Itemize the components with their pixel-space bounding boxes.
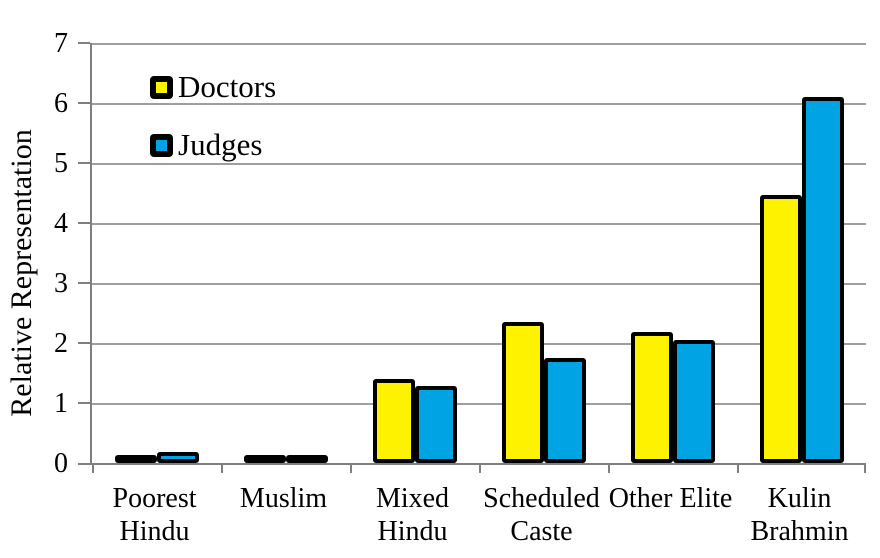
legend: Doctors Judges xyxy=(150,65,276,181)
y-tick-label-1: 1 xyxy=(54,388,68,419)
legend-label-judges: Judges xyxy=(178,127,263,162)
y-tick-label-7: 7 xyxy=(54,28,68,59)
y-tick-label-3: 3 xyxy=(54,268,68,299)
category-label-line: Brahmin xyxy=(750,516,849,547)
category-label-line: Scheduled xyxy=(483,483,600,514)
category-label-other-elite: Other Elite xyxy=(606,482,735,515)
y-tick-label-5: 5 xyxy=(54,148,68,179)
y-tick-label-6: 6 xyxy=(54,88,68,119)
category-label-line: Muslim xyxy=(239,483,328,514)
x-tick-3 xyxy=(479,463,481,473)
category-group-muslim xyxy=(221,43,350,463)
category-label-line: Mixed xyxy=(375,483,450,514)
category-label-mixed-hindu: Mixed Hindu xyxy=(348,482,477,548)
x-tick-2 xyxy=(350,463,352,473)
y-tick-5 xyxy=(78,162,90,164)
category-group-mixed-hindu xyxy=(350,43,479,463)
category-label-line: Poorest xyxy=(112,483,197,514)
bar-judges-muslim xyxy=(286,455,328,463)
y-tick-7 xyxy=(78,42,90,44)
x-tick-0 xyxy=(92,463,94,473)
y-tick-label-0: 0 xyxy=(54,448,68,479)
category-label-line: Hindu xyxy=(119,516,190,547)
category-label-line: Caste xyxy=(510,516,573,547)
y-tick-1 xyxy=(78,402,90,404)
doctors-swatch-icon xyxy=(150,75,173,99)
judges-swatch-color xyxy=(156,139,167,151)
y-tick-2 xyxy=(78,342,90,344)
y-tick-6 xyxy=(78,102,90,104)
bar-doctors-kulin-brahmin xyxy=(760,195,802,463)
bar-doctors-muslim xyxy=(244,455,286,463)
gridline-2 xyxy=(92,343,866,345)
bar-judges-scheduled-caste xyxy=(544,358,586,463)
doctors-swatch-color xyxy=(156,81,167,93)
category-group-scheduled-caste xyxy=(479,43,608,463)
bar-judges-poorest-hindu xyxy=(157,452,199,463)
legend-label-doctors: Doctors xyxy=(178,69,277,104)
gridline-3 xyxy=(92,283,866,285)
bar-doctors-other-elite xyxy=(631,332,673,463)
x-tick-4 xyxy=(608,463,610,473)
category-group-kulin-brahmin xyxy=(737,43,866,463)
gridline-6 xyxy=(92,103,866,105)
category-label-line: Hindu xyxy=(377,516,448,547)
category-label-line: Kulin xyxy=(767,483,832,514)
category-label-muslim: Muslim xyxy=(219,482,348,515)
bar-judges-other-elite xyxy=(673,340,715,463)
category-label-kulin-brahmin: Kulin Brahmin xyxy=(735,482,864,548)
category-group-poorest-hindu xyxy=(92,43,221,463)
gridline-1 xyxy=(92,403,866,405)
x-tick-1 xyxy=(221,463,223,473)
x-tick-5 xyxy=(737,463,739,473)
category-group-other-elite xyxy=(608,43,737,463)
x-tick-6 xyxy=(864,463,866,473)
judges-swatch-icon xyxy=(150,133,173,157)
y-tick-label-2: 2 xyxy=(54,328,68,359)
legend-item-doctors: Doctors xyxy=(150,65,276,109)
bar-doctors-poorest-hindu xyxy=(115,455,157,463)
bar-doctors-scheduled-caste xyxy=(502,322,544,463)
plot-area: Doctors Judges xyxy=(78,42,866,473)
category-label-line: Other Elite xyxy=(608,483,733,514)
bar-doctors-mixed-hindu xyxy=(373,379,415,463)
gridline-7 xyxy=(92,43,866,45)
gridline-4 xyxy=(92,223,866,225)
y-tick-0 xyxy=(78,463,90,465)
gridline-5 xyxy=(92,163,866,165)
y-tick-label-4: 4 xyxy=(54,208,68,239)
bar-judges-mixed-hindu xyxy=(415,386,457,463)
y-tick-4 xyxy=(78,222,90,224)
category-label-scheduled-caste: Scheduled Caste xyxy=(477,482,606,548)
legend-item-judges: Judges xyxy=(150,123,276,167)
category-label-poorest-hindu: Poorest Hindu xyxy=(90,482,219,548)
bar-judges-kulin-brahmin xyxy=(802,97,844,463)
y-tick-3 xyxy=(78,282,90,284)
